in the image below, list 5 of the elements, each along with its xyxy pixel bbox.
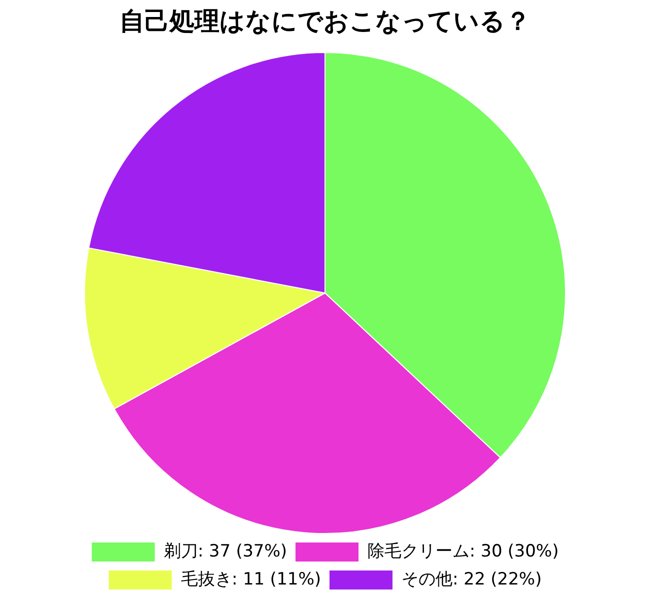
legend-label: 剃刀: 37 (37%) [164,541,287,562]
legend-label: その他: 22 (22%) [402,569,542,590]
chart-title: 自己処理はなにでおこなっている？ [120,6,530,36]
legend-label: 毛抜き: 11 (11%) [180,569,321,590]
legend-label: 除毛クリーム: 30 (30%) [368,541,559,562]
